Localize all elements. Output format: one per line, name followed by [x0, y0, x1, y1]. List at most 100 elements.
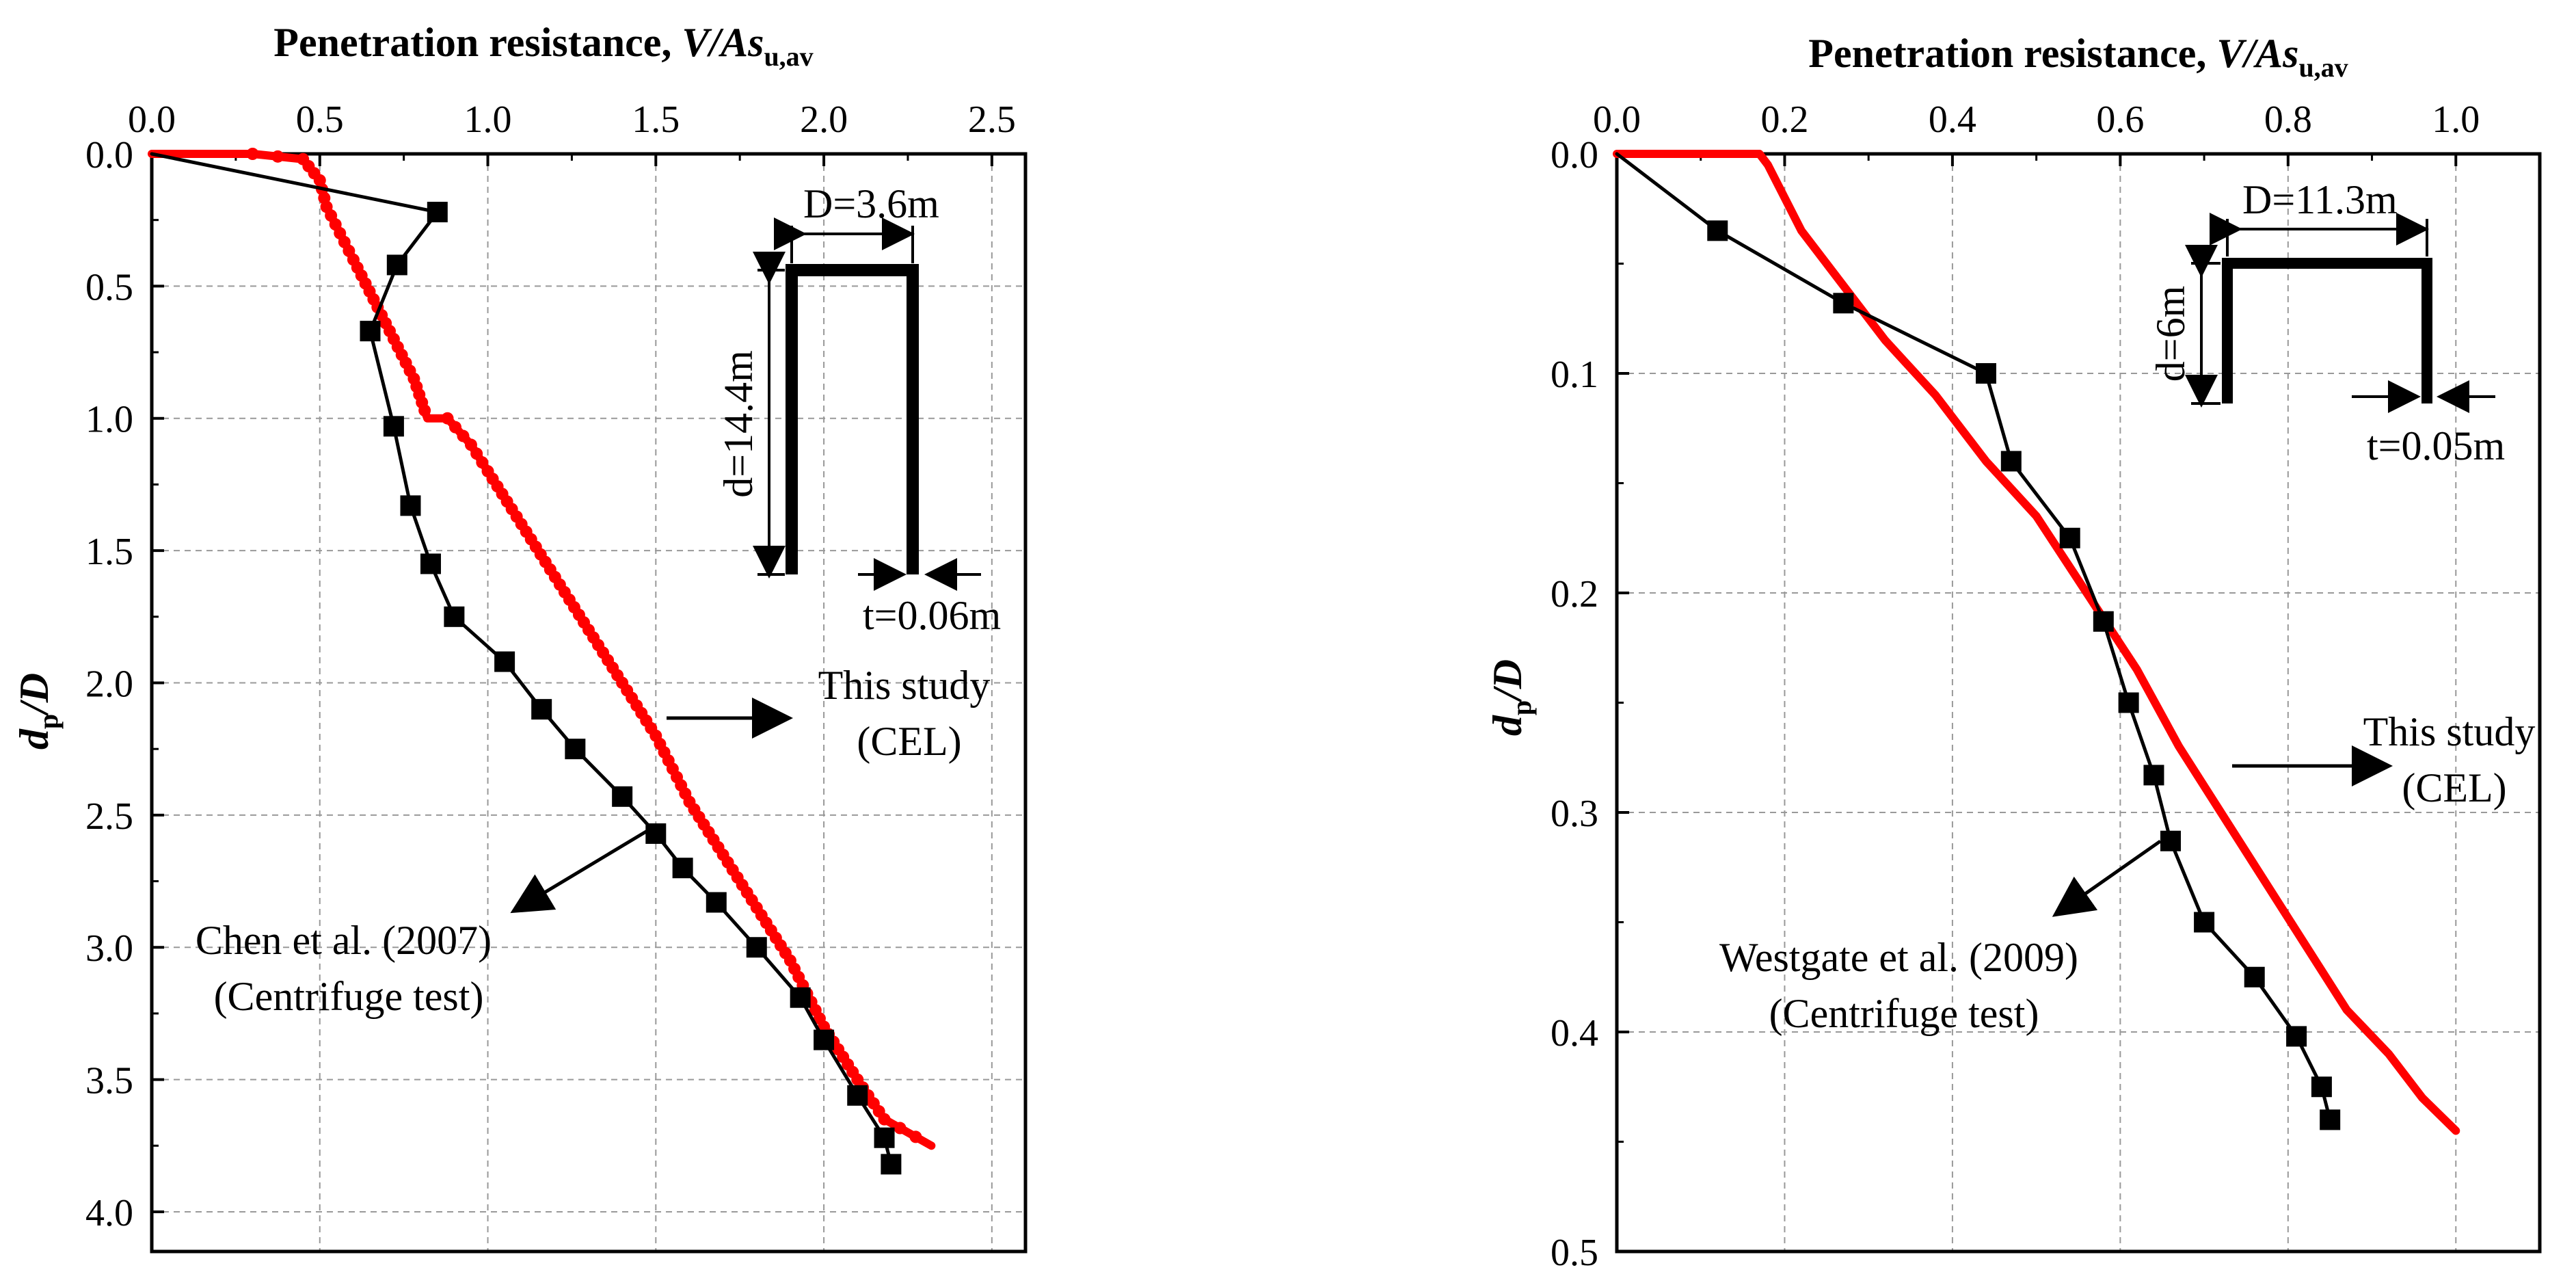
chart-left-test-label: Chen et al. (2007) (Centrifuge test): [196, 918, 502, 1019]
chart-left: 0.0 0.5 1.0 1.5 2.0 2.5 0.0 0.5 1.0 1.5 2.0 2.5 3.0…: [12, 20, 1028, 1254]
chart-left-series-0-point: [418, 404, 431, 417]
chart-left-y-tick-label: 2.0: [85, 663, 133, 705]
chart-right-caisson-width-label: D=11.3m: [2242, 177, 2398, 222]
chart-right-test-label: Westgate et al. (2009) (Centrifuge test): [1719, 935, 2089, 1036]
chart-left-series-1-point: [494, 651, 515, 672]
chart-left-series-1-point: [814, 1029, 835, 1050]
chart-left-x-tick-label: 2.5: [968, 98, 1016, 141]
chart-left-series-1-point: [386, 254, 407, 276]
chart-left-series-1-point: [847, 1085, 868, 1106]
chart-right-x-axis-title-italic: V/As: [2216, 31, 2298, 76]
chart-left-series-1-point: [790, 987, 811, 1008]
chart-right-test-label-line1: Westgate et al. (2009): [1719, 935, 2078, 980]
chart-right-y-tick-label: 0.1: [1551, 354, 1598, 396]
chart-left-cel-label: This study (CEL): [818, 663, 1001, 764]
chart-right-series-1-point: [2000, 451, 2022, 472]
chart-right-y-axis-title-sub: p: [1506, 700, 1537, 715]
chart-left-x-tick-label: 0.5: [296, 98, 344, 141]
chart-left-series-0-point: [878, 1113, 891, 1126]
chart-right-x-tick-label: 0.4: [1929, 98, 1976, 141]
chart-left-series-0-point: [909, 1130, 922, 1143]
chart-left-y-tick-label: 3.0: [85, 927, 133, 970]
chart-left-series-1-point: [420, 553, 441, 574]
chart-left-series-0-point: [476, 456, 489, 469]
chart-right-cel-label: This study (CEL): [2363, 709, 2546, 810]
chart-right-series-1-point: [1707, 220, 1728, 241]
chart-left-caisson-width-label: D=3.6m: [803, 181, 939, 226]
chart-right-series-1-point: [2059, 527, 2080, 548]
chart-left-y-axis-title-main: d: [12, 728, 57, 750]
chart-left-series-1-point: [427, 202, 448, 223]
chart-left-y-tick-label: 1.0: [85, 399, 133, 441]
chart-left-series-1-point: [565, 739, 586, 760]
chart-left-grid: [152, 154, 1025, 1251]
chart-right-series-1-point: [2320, 1109, 2341, 1130]
chart-right-cel-label-line1: This study: [2363, 709, 2536, 754]
chart-right-y-tick-label: 0.4: [1551, 1012, 1598, 1055]
chart-left-series-1-point: [746, 937, 767, 958]
chart-right-series-1-point: [2194, 912, 2215, 933]
chart-right-series: [1613, 150, 2460, 1135]
chart-left-x-tick-label: 1.5: [632, 98, 680, 141]
chart-left-series-0-point: [894, 1122, 907, 1135]
chart-right-series-1-point: [2143, 765, 2164, 786]
chart-right-series-1-point: [2093, 611, 2114, 632]
chart-right-y-axis-title: dp/D: [1485, 659, 1537, 736]
chart-right-plot-frame: [1615, 152, 2542, 1254]
chart-left-y-tick-label: 3.5: [85, 1060, 133, 1102]
chart-right-y-ticks: 0.0 0.1 0.2 0.3 0.4 0.5: [1551, 134, 1629, 1274]
chart-left-series-1-point: [881, 1154, 902, 1175]
chart-right-caisson-thickness-label: t=0.05m: [2367, 423, 2505, 468]
chart-left-caisson-sketch: [753, 217, 981, 591]
chart-right-y-axis-title-main: d: [1485, 715, 1530, 736]
chart-left-y-tick-label: 1.5: [85, 531, 133, 573]
chart-right-y-tick-label: 0.5: [1551, 1232, 1598, 1274]
chart-left-y-tick-label: 0.0: [85, 134, 133, 176]
chart-left-y-tick-label: 2.5: [85, 795, 133, 838]
chart-left-x-axis-title-sub: u,av: [764, 41, 813, 72]
chart-left-series-0-point: [464, 438, 477, 451]
chart-right-y-tick-label: 0.2: [1551, 573, 1598, 615]
chart-left-series-1-point: [706, 892, 727, 913]
chart-right-cel-label-line2: (CEL): [2402, 765, 2506, 810]
chart-left-test-label-line2: (Centrifuge test): [214, 974, 484, 1019]
chart-left-x-tick-label: 0.0: [128, 98, 176, 141]
chart-left-series-0-point: [246, 148, 259, 160]
chart-left-cel-label-line2: (CEL): [857, 719, 961, 764]
chart-left-x-tick-label: 2.0: [800, 98, 848, 141]
chart-left-series-0-point: [441, 412, 454, 425]
chart-right-caisson-sketch: [2185, 213, 2495, 413]
chart-left-x-axis-title-italic: V/As: [682, 20, 764, 65]
chart-left-series-1-point: [360, 321, 381, 342]
chart-left-series-1-point: [645, 823, 667, 844]
chart-left-test-arrow: [510, 825, 654, 914]
chart-left-series-0-point: [271, 150, 284, 163]
chart-left-cel-label-line1: This study: [818, 663, 991, 708]
chart-left-x-ticks: 0.0 0.5 1.0 1.5 2.0 2.5: [128, 98, 1016, 166]
chart-right-series-1-point: [2160, 830, 2181, 851]
chart-right-series-1-point: [2118, 692, 2139, 713]
chart-left-y-tick-label: 0.5: [85, 266, 133, 308]
chart-right-x-tick-label: 0.6: [2096, 98, 2144, 141]
chart-right-x-ticks: 0.0 0.2 0.4 0.6 0.8 1.0: [1593, 98, 2480, 166]
chart-right-test-label-line2: (Centrifuge test): [1769, 991, 2039, 1036]
chart-right-series-1-point: [2286, 1026, 2307, 1047]
chart-left-series-1-point: [874, 1127, 895, 1148]
chart-right-grid: [1617, 154, 2540, 1251]
chart-right-series-0-line: [1613, 150, 2460, 1135]
chart-left-series-1-point: [444, 606, 465, 627]
chart-right: 0.0 0.2 0.4 0.6 0.8 1.0 0.0 0.1 0.2 0.3 0.4 0.5 Pe…: [1485, 31, 2546, 1274]
chart-left-series-0-point: [457, 429, 470, 442]
chart-right-y-axis-title-tail: /D: [1485, 659, 1530, 703]
chart-right-x-tick-label: 0.0: [1593, 98, 1641, 141]
chart-left-series-0-point: [449, 421, 462, 434]
chart-right-x-axis-title: Penetration resistance, V/Asu,av: [1808, 31, 2348, 83]
chart-left-caisson-depth-label: d=14.4m: [716, 350, 761, 498]
chart-left-y-axis-title: dp/D: [12, 673, 64, 750]
chart-right-series-1-point: [2244, 966, 2265, 988]
chart-right-series-1-point: [1833, 293, 1854, 314]
chart-left-series-1-point: [531, 699, 552, 720]
chart-left-series-1-point: [612, 786, 633, 807]
chart-left-y-axis-title-tail: /D: [12, 673, 57, 717]
